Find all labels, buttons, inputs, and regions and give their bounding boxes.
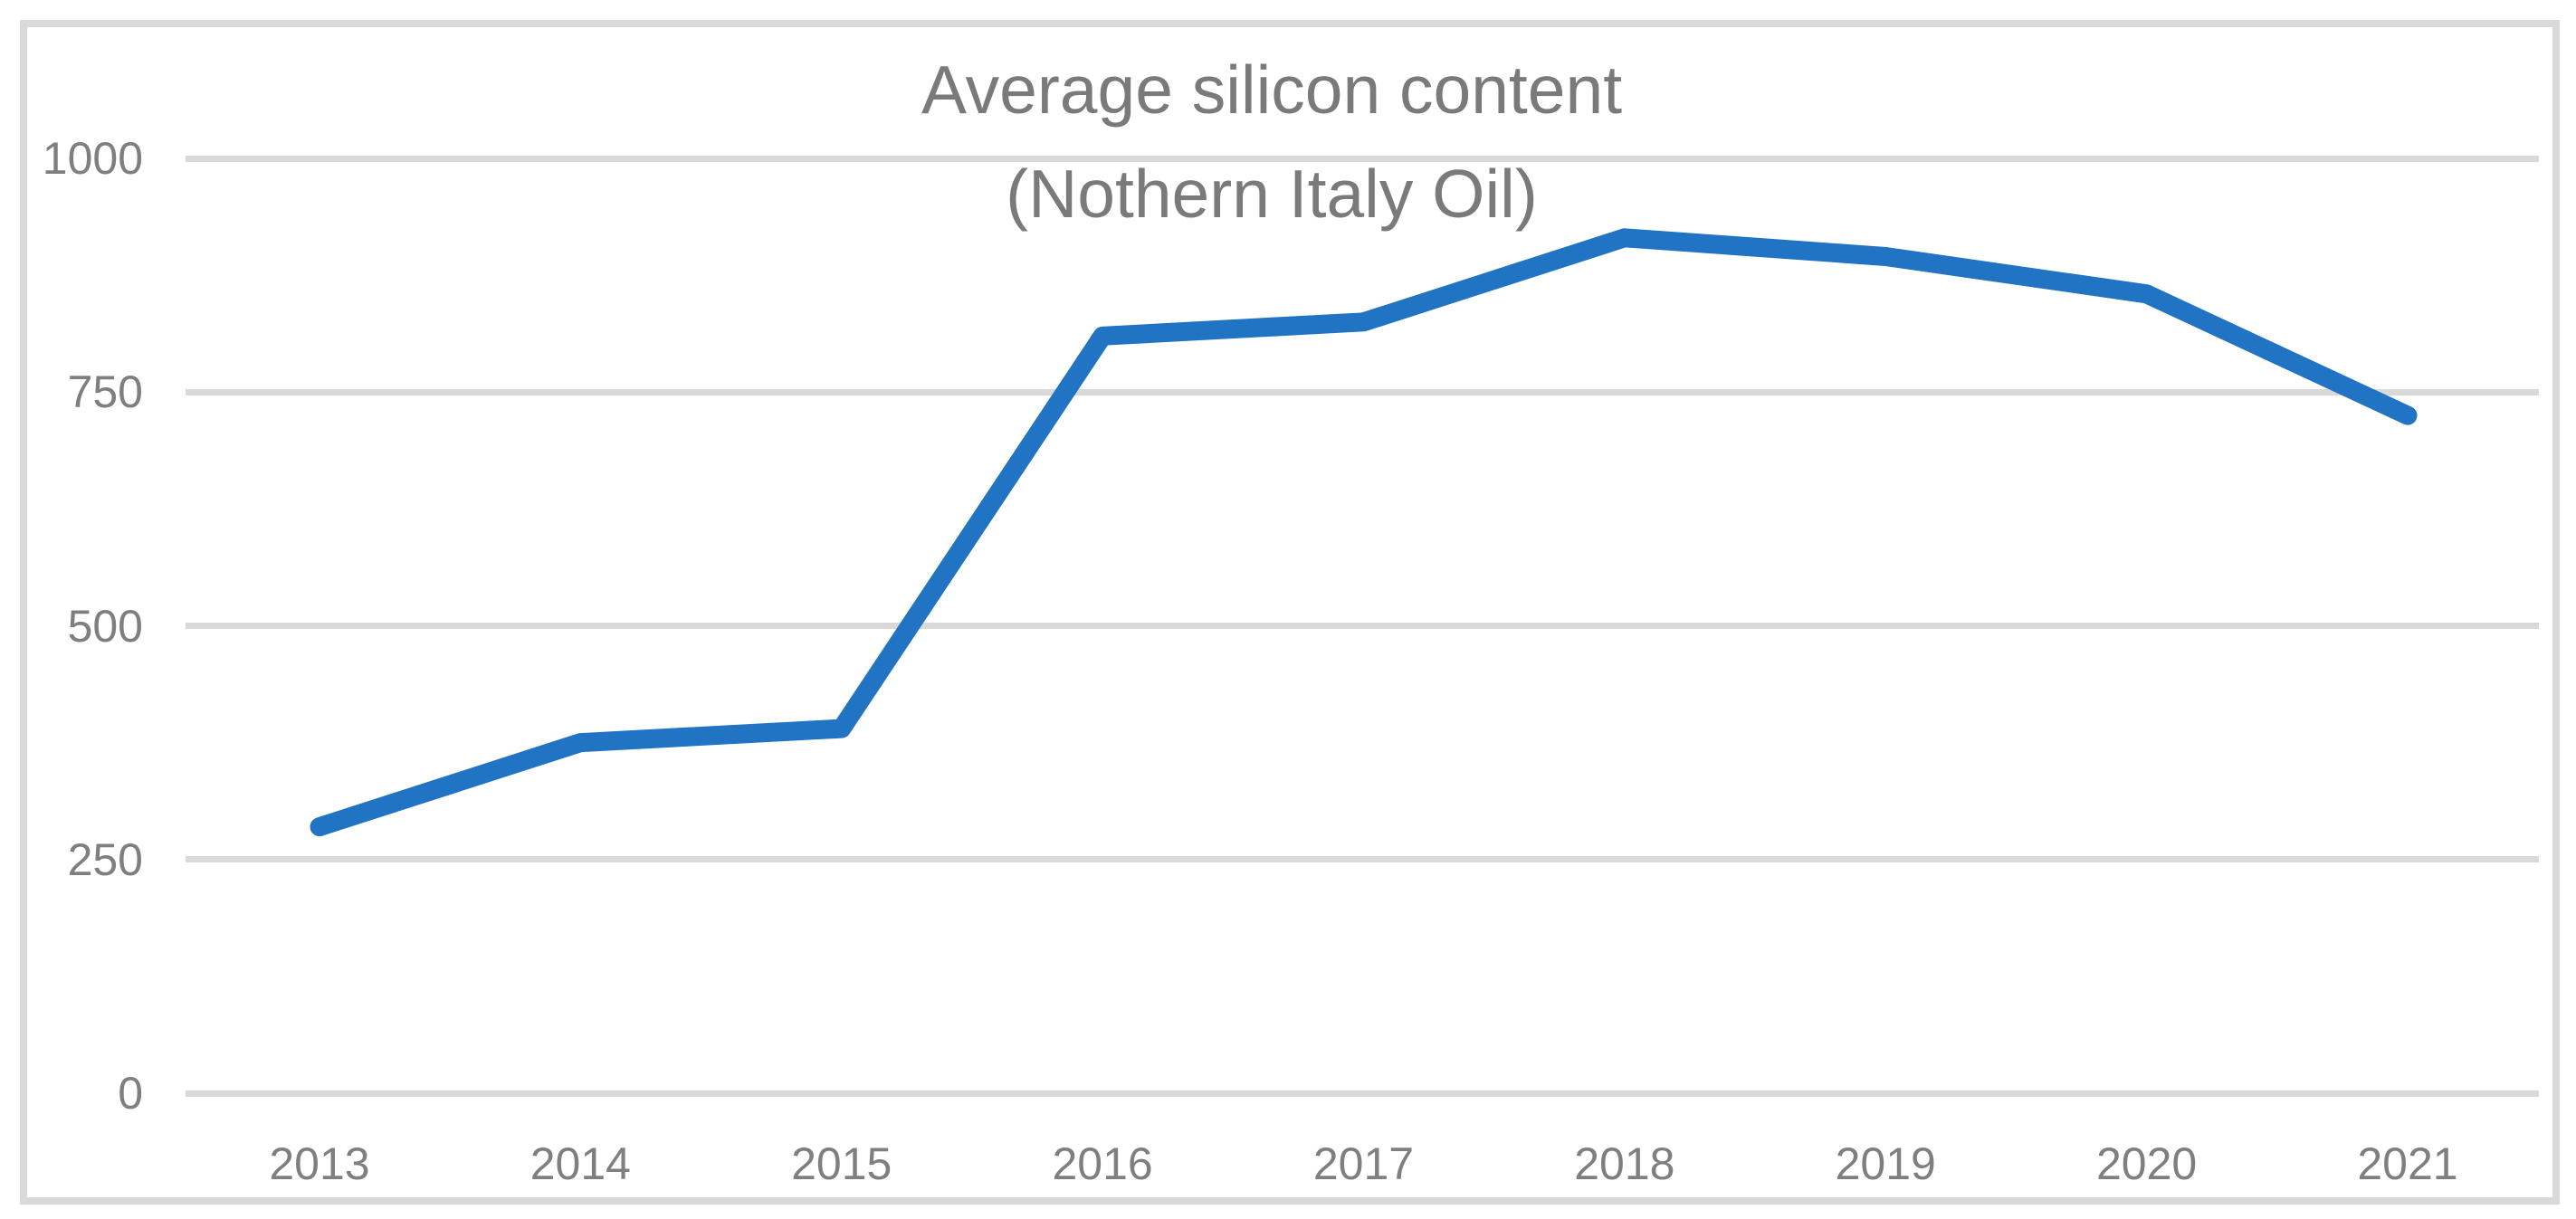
gridline-0	[186, 1090, 2539, 1097]
gridline-250	[186, 856, 2539, 863]
series-line	[310, 228, 2418, 837]
y-tick-label-1000: 1000	[42, 133, 143, 184]
x-tick-label-2019: 2019	[1835, 1138, 1936, 1189]
x-tick-label-2021: 2021	[2357, 1138, 2458, 1189]
y-tick-label-750: 750	[67, 367, 143, 418]
x-tick-label-2020: 2020	[2096, 1138, 2198, 1189]
x-tick-label-2017: 2017	[1312, 1138, 1415, 1189]
x-tick-label-2013: 2013	[269, 1138, 370, 1189]
gridline-750	[186, 388, 2539, 395]
chart-border-frame	[20, 20, 2560, 1205]
y-tick-label-0: 0	[118, 1068, 143, 1119]
x-tick-label-2015: 2015	[791, 1138, 892, 1189]
gridline-1000	[186, 155, 2539, 162]
y-tick-label-500: 500	[67, 600, 143, 652]
x-tick-label-2018: 2018	[1574, 1138, 1675, 1189]
x-tick-label-2016: 2016	[1052, 1138, 1153, 1189]
chart-title: Average silicon content (Nothern Italy O…	[0, 38, 2543, 246]
chart-title-line2: (Nothern Italy Oil)	[1006, 156, 1538, 232]
x-tick-label-2014: 2014	[530, 1138, 631, 1189]
y-tick-label-250: 250	[67, 833, 143, 885]
gridline-500	[186, 623, 2539, 629]
chart-title-line1: Average silicon content	[921, 52, 1623, 128]
